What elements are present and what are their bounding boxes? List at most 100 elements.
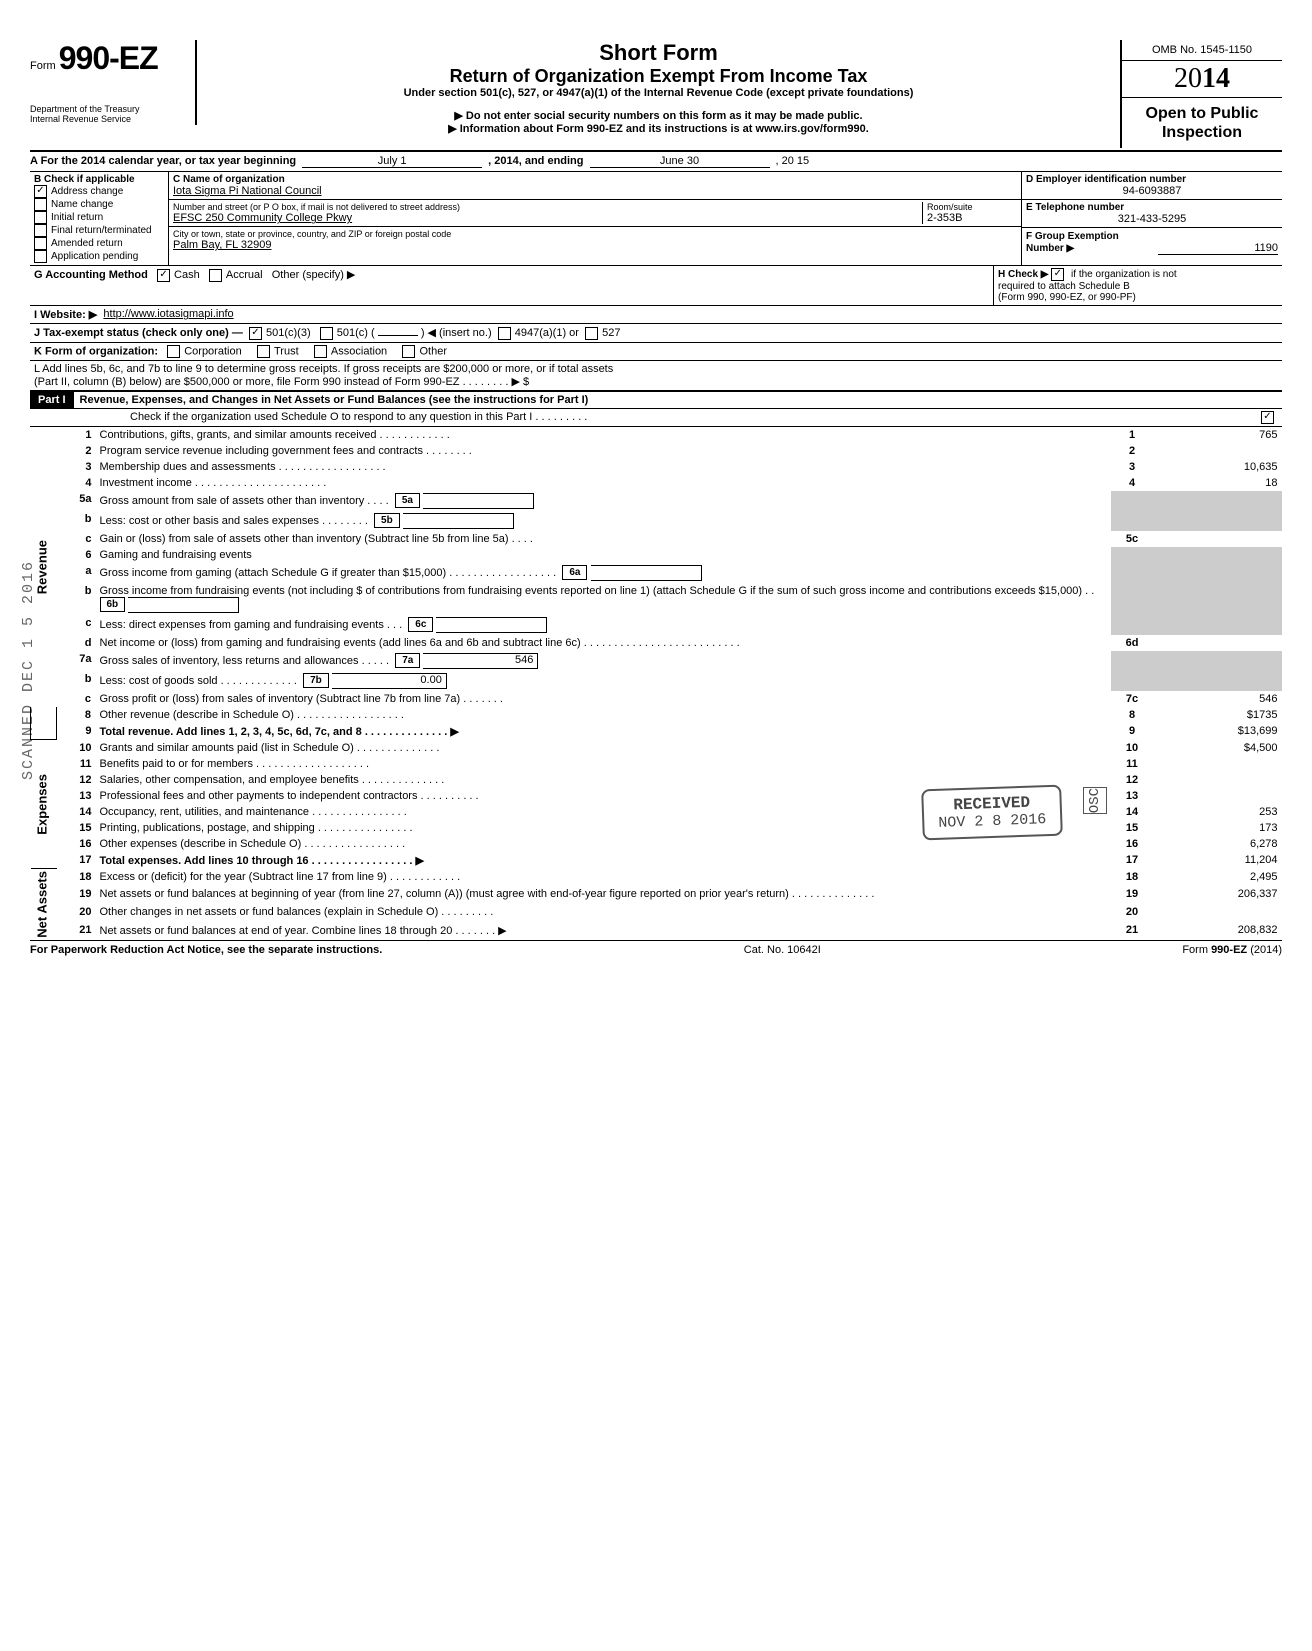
line-5c-box: 5c	[1111, 531, 1154, 547]
line-6c-shaded-val	[1154, 615, 1282, 635]
line-3-num: 3	[57, 459, 96, 475]
line-5b-num: b	[57, 511, 96, 531]
form-of-org-label: K Form of organization:	[34, 345, 158, 357]
line-17-num: 17	[57, 852, 96, 869]
city-state-zip: Palm Bay, FL 32909	[173, 239, 1017, 251]
gen-label2: Number ▶	[1026, 243, 1074, 254]
accrual-checkbox[interactable]	[209, 269, 222, 282]
row-j-status: J Tax-exempt status (check only one) — ✓…	[30, 324, 1282, 343]
line-7a-num: 7a	[57, 651, 96, 671]
phone: 321-433-5295	[1026, 213, 1278, 225]
form-prefix: Form	[30, 60, 56, 72]
street-address: EFSC 250 Community College Pkwy	[173, 212, 922, 224]
final-return-checkbox[interactable]	[34, 224, 47, 237]
line-18-val: 2,495	[1154, 869, 1282, 887]
org-info-section: B Check if applicable ✓Address change Na…	[30, 172, 1282, 266]
part-i-check-row: Check if the organization used Schedule …	[30, 409, 1282, 427]
501c-checkbox[interactable]	[320, 327, 333, 340]
line-19-box: 19	[1111, 886, 1154, 904]
addr-change-checkbox[interactable]: ✓	[34, 185, 47, 198]
tax-exempt-label: J Tax-exempt status (check only one) —	[34, 327, 243, 339]
insert-no-label: ) ◀ (insert no.)	[421, 327, 492, 339]
line-11-val	[1154, 756, 1282, 772]
line-3-desc: Membership dues and assessments . . . . …	[96, 459, 1111, 475]
line-6-shaded	[1111, 547, 1154, 563]
line-1-desc: Contributions, gifts, grants, and simila…	[96, 427, 1111, 443]
line-2-desc: Program service revenue including govern…	[96, 443, 1111, 459]
527-label: 527	[602, 327, 620, 339]
corp-label: Corporation	[184, 345, 241, 357]
line-9-val: $13,699	[1154, 723, 1282, 740]
trust-label: Trust	[274, 345, 299, 357]
line-15-num: 15	[57, 820, 96, 836]
line-11-desc: Benefits paid to or for members . . . . …	[96, 756, 1111, 772]
line-5a-shaded	[1111, 491, 1154, 511]
corp-checkbox[interactable]	[167, 345, 180, 358]
line-14-val: 253	[1154, 804, 1282, 820]
line-7b-shaded	[1111, 671, 1154, 691]
line-21-desc: Net assets or fund balances at end of ye…	[96, 922, 1111, 941]
year-suffix: 14	[1202, 63, 1230, 94]
527-checkbox[interactable]	[585, 327, 598, 340]
line-1-box: 1	[1111, 427, 1154, 443]
line-2-box: 2	[1111, 443, 1154, 459]
cash-checkbox[interactable]: ✓	[157, 269, 170, 282]
addr-label: Number and street (or P O box, if mail i…	[173, 202, 922, 212]
cash-label: Cash	[174, 269, 200, 281]
line-5a-num: 5a	[57, 491, 96, 511]
schedule-o-checkbox[interactable]: ✓	[1261, 411, 1274, 424]
line-4-box: 4	[1111, 475, 1154, 491]
schedule-b-checkbox[interactable]: ✓	[1051, 268, 1064, 281]
footer-left: For Paperwork Reduction Act Notice, see …	[30, 944, 382, 956]
assoc-checkbox[interactable]	[314, 345, 327, 358]
line-20-val	[1154, 904, 1282, 922]
line-7a-desc: Gross sales of inventory, less returns a…	[100, 655, 390, 667]
amended-checkbox[interactable]	[34, 237, 47, 250]
other-org-label: Other	[419, 345, 447, 357]
line-6b-shaded	[1111, 583, 1154, 615]
line-16-desc: Other expenses (describe in Schedule O) …	[96, 836, 1111, 852]
pending-checkbox[interactable]	[34, 250, 47, 263]
line-5a-innerbox: 5a	[395, 493, 420, 508]
line-20-num: 20	[57, 904, 96, 922]
line-5c-desc: Gain or (loss) from sale of assets other…	[96, 531, 1111, 547]
row-a-yr: , 20 15	[776, 155, 810, 168]
dept-irs: Internal Revenue Service	[30, 115, 190, 125]
other-method-label: Other (specify) ▶	[272, 269, 356, 281]
ein-label: D Employer identification number	[1026, 174, 1278, 185]
501c3-checkbox[interactable]: ✓	[249, 327, 262, 340]
line-17-desc: Total expenses. Add lines 10 through 16 …	[96, 852, 1111, 869]
part-i-title: Revenue, Expenses, and Changes in Net As…	[74, 394, 589, 406]
line-18-desc: Excess or (deficit) for the year (Subtra…	[96, 869, 1111, 887]
initial-return-checkbox[interactable]	[34, 211, 47, 224]
row-l-text1: L Add lines 5b, 6c, and 7b to line 9 to …	[34, 363, 1278, 375]
row-a-tax-year: A For the 2014 calendar year, or tax yea…	[30, 152, 1282, 172]
line-7b-desc: Less: cost of goods sold . . . . . . . .…	[100, 675, 297, 687]
website-label: I Website: ▶	[34, 308, 97, 321]
line-6b-innerbox: 6b	[100, 597, 126, 612]
line-17-box: 17	[1111, 852, 1154, 869]
org-name: Iota Sigma Pi National Council	[173, 185, 1017, 197]
other-org-checkbox[interactable]	[402, 345, 415, 358]
final-return-label: Final return/terminated	[51, 226, 152, 237]
line-16-val: 6,278	[1154, 836, 1282, 852]
trust-checkbox[interactable]	[257, 345, 270, 358]
h-check-label: H Check ▶	[998, 270, 1048, 281]
line-15-val: 173	[1154, 820, 1282, 836]
501c-label: 501(c) (	[337, 327, 375, 339]
ssn-warning: ▶ Do not enter social security numbers o…	[207, 109, 1110, 122]
part-i-label: Part I	[30, 392, 74, 408]
page-footer: For Paperwork Reduction Act Notice, see …	[30, 940, 1282, 956]
line-6c-innerbox: 6c	[408, 617, 433, 632]
name-change-label: Name change	[51, 200, 113, 211]
ein: 94-6093887	[1026, 185, 1278, 197]
line-6a-shaded	[1111, 563, 1154, 583]
line-4-num: 4	[57, 475, 96, 491]
line-9-num: 9	[57, 723, 96, 740]
line-13-box: 13	[1111, 788, 1154, 804]
name-change-checkbox[interactable]	[34, 198, 47, 211]
revenue-side-label: Revenue	[31, 427, 57, 707]
form-header: Form 990-EZ Department of the Treasury I…	[30, 40, 1282, 152]
4947-checkbox[interactable]	[498, 327, 511, 340]
city-label: City or town, state or province, country…	[173, 229, 1017, 239]
